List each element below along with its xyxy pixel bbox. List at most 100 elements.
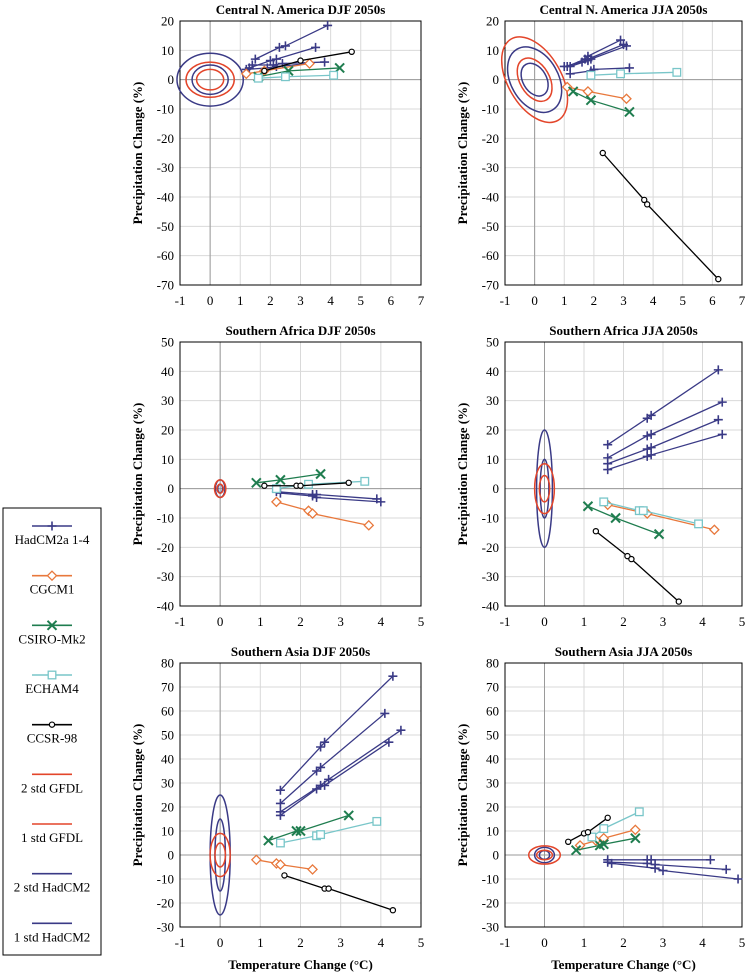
x-tick-label: 4 (378, 935, 385, 950)
data-point (389, 907, 397, 914)
data-point (624, 106, 635, 118)
data-point (584, 829, 592, 836)
data-point (599, 149, 606, 157)
data-point (603, 465, 613, 475)
x-axis-label: Temperature Change (°C) (228, 957, 373, 972)
y-axis-label: Precipitation Change (%) (455, 403, 470, 546)
data-point (599, 824, 609, 834)
y-tick-label: -30 (157, 569, 174, 584)
hadcm2-1std-ellipse (191, 64, 229, 96)
data-point (329, 70, 339, 80)
y-tick-label: 20 (486, 800, 499, 815)
panel-title: Central N. America JJA 2050s (540, 2, 708, 17)
hadcm2-2std-ellipse (176, 52, 245, 107)
y-tick-label: 20 (161, 423, 174, 438)
y-tick-label: 70 (161, 680, 174, 695)
x-tick-label: 4 (327, 293, 334, 308)
legend-label: 1 std HadCM2 (14, 929, 91, 944)
x-tick-label: 0 (217, 935, 224, 950)
x-tick-label: -1 (500, 293, 511, 308)
data-point (646, 450, 656, 460)
data-point (708, 524, 720, 536)
x-tick-label: 5 (358, 293, 365, 308)
data-point (721, 864, 731, 874)
y-tick-label: -30 (157, 160, 174, 175)
plot-frame (179, 662, 422, 928)
series-line (607, 369, 719, 446)
data-point (713, 365, 723, 375)
data-point (363, 519, 375, 531)
y-tick-label: -70 (482, 278, 499, 293)
gfdl-1std-ellipse (195, 68, 225, 91)
x-tick-label: 3 (620, 293, 627, 308)
y-tick-label: 60 (486, 704, 499, 719)
y-tick-label: -10 (482, 872, 499, 887)
legend-label: 2 std GFDL (21, 780, 83, 795)
y-tick-label: 70 (486, 680, 499, 695)
x-tick-label: 3 (297, 293, 304, 308)
y-tick-label: 40 (486, 752, 499, 767)
y-tick-label: -70 (157, 278, 174, 293)
x-tick-label: 5 (739, 935, 746, 950)
x-tick-label: 4 (699, 935, 706, 950)
y-tick-label: 50 (486, 335, 499, 350)
series-line (566, 39, 621, 68)
y-tick-label: 10 (161, 452, 174, 467)
y-tick-label: -20 (482, 131, 499, 146)
x-tick-label: 3 (660, 935, 667, 950)
y-tick-label: -10 (482, 511, 499, 526)
data-point (323, 20, 333, 30)
legend-label: CSIRO-Mk2 (18, 631, 85, 646)
data-point (316, 762, 326, 772)
series-line (280, 492, 381, 503)
y-tick-label: 40 (161, 364, 174, 379)
y-tick-label: 10 (486, 824, 499, 839)
data-point (577, 57, 587, 67)
panel-5: Southern Asia DJF 2050s80706050403020100… (130, 644, 424, 972)
y-tick-label: 30 (161, 393, 174, 408)
y-axis-label: Precipitation Change (%) (130, 724, 145, 867)
y-tick-label: -10 (157, 872, 174, 887)
x-tick-label: 6 (388, 293, 395, 308)
data-point (360, 476, 370, 486)
data-point (621, 93, 632, 105)
y-tick-label: 40 (161, 752, 174, 767)
y-tick-label: -40 (482, 190, 499, 205)
y-tick-label: 0 (168, 481, 175, 496)
data-point (570, 844, 582, 856)
x-tick-label: 2 (620, 935, 627, 950)
series-line (279, 712, 386, 804)
y-tick-label: -30 (482, 160, 499, 175)
y-tick-label: -30 (157, 920, 174, 935)
gfdl-2std-ellipse (533, 462, 556, 515)
gfdl-1std-ellipse (538, 474, 551, 503)
y-tick-label: 10 (161, 43, 174, 58)
series-line (611, 862, 739, 880)
y-tick-label: -20 (157, 540, 174, 555)
legend-marker (47, 670, 57, 680)
y-tick-label: 30 (486, 776, 499, 791)
y-tick-label: 10 (486, 43, 499, 58)
data-point (380, 708, 390, 718)
panel-title: Southern Africa JJA 2050s (549, 323, 697, 338)
x-tick-label: 1 (237, 293, 244, 308)
gfdl-2std-ellipse (500, 36, 569, 124)
data-point (641, 196, 648, 204)
panel-title: Southern Asia JJA 2050s (555, 644, 693, 659)
data-point (247, 60, 257, 70)
data-point (261, 67, 268, 75)
legend-label: 1 std GFDL (21, 830, 83, 845)
data-point (320, 780, 330, 790)
data-point (610, 512, 621, 524)
data-point (644, 201, 651, 208)
series-line (607, 433, 723, 471)
y-tick-label: 50 (486, 728, 499, 743)
data-point (274, 859, 286, 871)
gfdl-2std-ellipse (527, 845, 562, 865)
x-axis-label: Temperature Change (°C) (551, 957, 696, 972)
y-axis-label: Precipitation Change (%) (455, 82, 470, 225)
x-tick-label: 1 (581, 614, 588, 629)
gfdl-1std-ellipse (216, 483, 225, 494)
data-point (280, 72, 290, 82)
